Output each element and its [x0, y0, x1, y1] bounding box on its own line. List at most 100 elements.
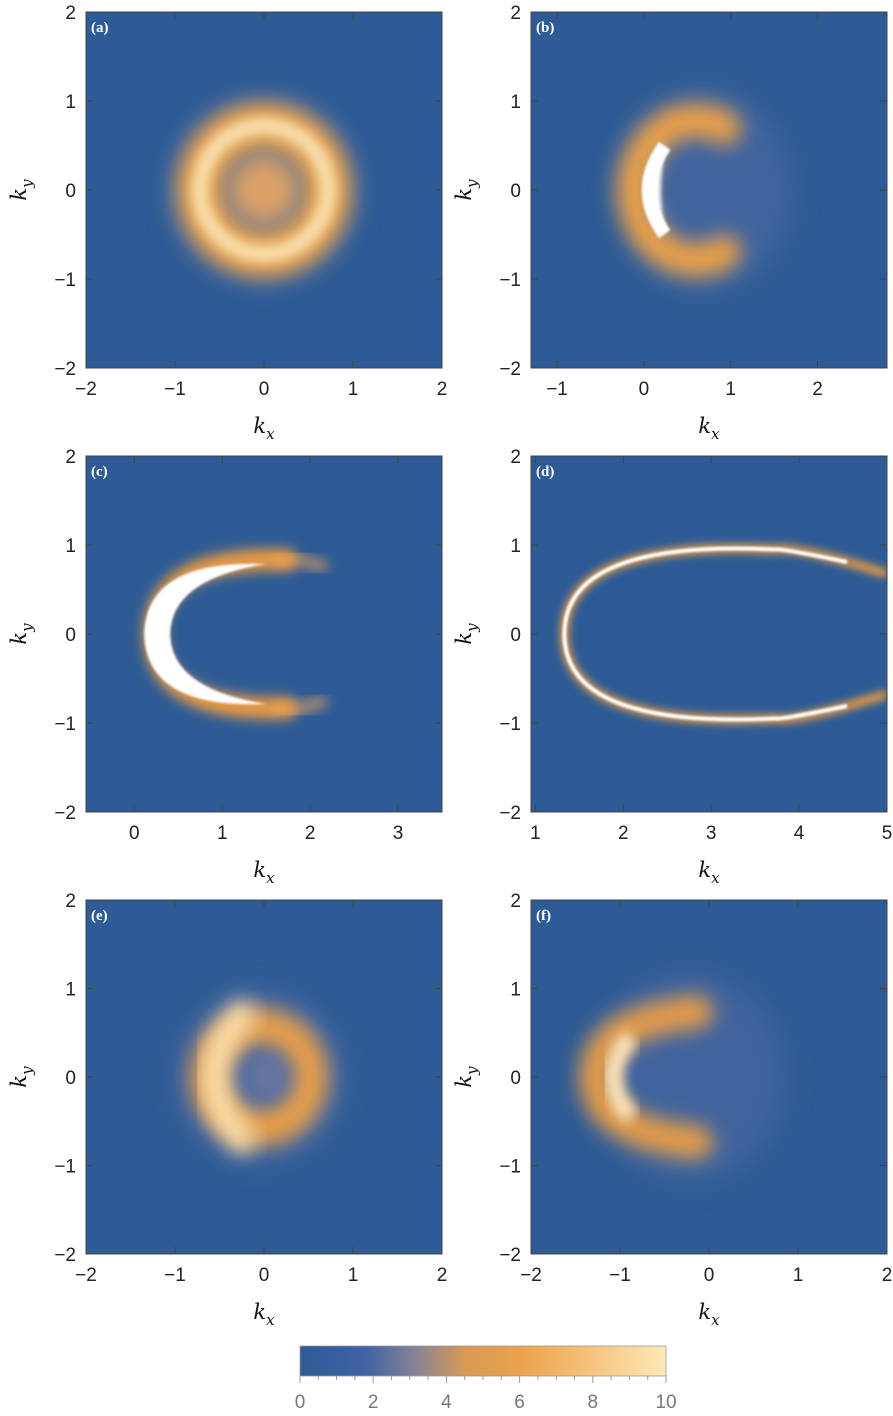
y-axis-label: ky	[452, 179, 481, 201]
y-tick-label: 2	[510, 3, 521, 24]
x-axis-label: kx	[698, 858, 720, 887]
y-tick-label: −2	[499, 359, 521, 380]
intensity-feature	[143, 548, 329, 720]
x-axis-label: kx	[253, 1300, 275, 1329]
heatmap-area	[86, 12, 442, 368]
heatmap-area	[531, 12, 887, 368]
y-tick-label: −2	[54, 803, 76, 824]
x-tick-label: −1	[546, 379, 568, 400]
x-tick-label: 1	[725, 379, 736, 400]
panel-label: (d)	[536, 464, 554, 480]
panel-label: (c)	[91, 464, 108, 480]
intensity-feature	[616, 90, 793, 290]
x-tick-label: 0	[129, 823, 140, 844]
x-tick-label: 1	[217, 823, 228, 844]
x-tick-label: 5	[882, 823, 893, 844]
y-tick-label: 0	[510, 1068, 521, 1089]
heatmap-area	[86, 456, 442, 812]
x-tick-label: −2	[75, 379, 97, 400]
colorbar-tick-label: 4	[441, 1392, 452, 1413]
intensity-feature	[579, 972, 787, 1182]
heatmap-background	[531, 456, 887, 812]
y-tick-label: −1	[499, 714, 521, 735]
y-tick-label: −2	[499, 803, 521, 824]
colorbar-tick-label: 0	[295, 1392, 306, 1413]
x-tick-label: 3	[393, 823, 404, 844]
x-tick-label: 0	[259, 379, 270, 400]
y-tick-label: 1	[510, 536, 521, 557]
x-tick-label: 4	[794, 823, 805, 844]
y-axis-label: ky	[7, 179, 36, 201]
x-tick-label: 2	[618, 823, 629, 844]
x-tick-label: −1	[164, 379, 186, 400]
x-tick-label: 0	[259, 1265, 270, 1286]
y-tick-label: 1	[65, 536, 76, 557]
y-tick-label: −1	[54, 270, 76, 291]
heatmap-area	[86, 900, 442, 1254]
y-tick-label: −1	[499, 1157, 521, 1178]
x-tick-label: 2	[437, 1265, 448, 1286]
x-tick-label: 2	[437, 379, 448, 400]
y-tick-label: 1	[510, 980, 521, 1001]
y-tick-label: 0	[65, 1068, 76, 1089]
intensity-feature	[176, 991, 343, 1163]
y-tick-label: 1	[65, 92, 76, 113]
x-tick-label: −1	[164, 1265, 186, 1286]
panel-f: (f) −2 −1 0 1 2 −2 −1 0 1 2 kx ky	[452, 891, 892, 1329]
x-tick-label: 0	[704, 1265, 715, 1286]
colorbar-gradient	[299, 1345, 667, 1377]
y-tick-label: 2	[510, 447, 521, 468]
y-tick-label: 2	[65, 891, 76, 912]
panel-label: (a)	[91, 20, 109, 36]
x-tick-label: −1	[609, 1265, 631, 1286]
colorbar-tick-label: 2	[368, 1392, 379, 1413]
y-tick-label: 0	[510, 181, 521, 202]
x-axis-label: kx	[698, 1300, 720, 1329]
colorbar-tick-label: 10	[655, 1392, 676, 1413]
heatmap-area	[531, 900, 887, 1254]
y-axis-label: ky	[452, 1066, 481, 1088]
y-tick-label: 0	[510, 625, 521, 646]
y-tick-label: −2	[54, 1245, 76, 1266]
x-axis-label: kx	[253, 858, 275, 887]
heatmap-area	[531, 456, 887, 812]
x-axis-label: kx	[253, 414, 275, 443]
intensity-feature	[559, 544, 887, 724]
y-axis-label: ky	[452, 623, 481, 645]
y-tick-label: −1	[54, 1157, 76, 1178]
panel-d: (d) 1 2 3 4 5 −2 −1 0 1 2 kx ky	[452, 447, 892, 887]
y-tick-label: −2	[499, 1245, 521, 1266]
x-tick-label: 2	[812, 379, 823, 400]
intensity-feature	[171, 97, 357, 283]
y-tick-label: 1	[510, 92, 521, 113]
panel-label: (f)	[536, 908, 551, 924]
y-axis-label: ky	[7, 1066, 36, 1088]
x-tick-label: 0	[639, 379, 650, 400]
x-tick-label: −2	[75, 1265, 97, 1286]
x-tick-label: 1	[530, 823, 541, 844]
y-tick-label: −2	[54, 359, 76, 380]
y-tick-label: 2	[65, 3, 76, 24]
x-axis-label: kx	[698, 414, 720, 443]
y-tick-label: −1	[499, 270, 521, 291]
x-tick-label: 2	[882, 1265, 893, 1286]
colorbar-tick-label: 6	[514, 1392, 525, 1413]
y-tick-label: 2	[510, 891, 521, 912]
colorbar: 0 2 4 6 8 10	[295, 1345, 677, 1413]
x-tick-label: 1	[348, 1265, 359, 1286]
y-tick-label: −1	[54, 714, 76, 735]
x-tick-label: 1	[348, 379, 359, 400]
y-tick-label: 2	[65, 447, 76, 468]
x-tick-label: 2	[305, 823, 316, 844]
panel-b: (b) −1 0 1 2 −2 −1 0 1 2 kx ky	[452, 3, 888, 443]
heatmap-background	[86, 456, 442, 812]
panel-a: (a) −2 −1 0 1 2 −2 −1 0 1 2 kx ky	[7, 3, 447, 443]
y-tick-label: 0	[65, 625, 76, 646]
y-axis-label: ky	[7, 623, 36, 645]
colorbar-tick-label: 8	[588, 1392, 599, 1413]
x-tick-label: 1	[793, 1265, 804, 1286]
panel-label: (e)	[91, 908, 108, 924]
x-tick-label: −2	[520, 1265, 542, 1286]
y-tick-label: 1	[65, 980, 76, 1001]
panel-c: (c) 0 1 2 3 −2 −1 0 1 2 kx ky	[7, 447, 443, 887]
